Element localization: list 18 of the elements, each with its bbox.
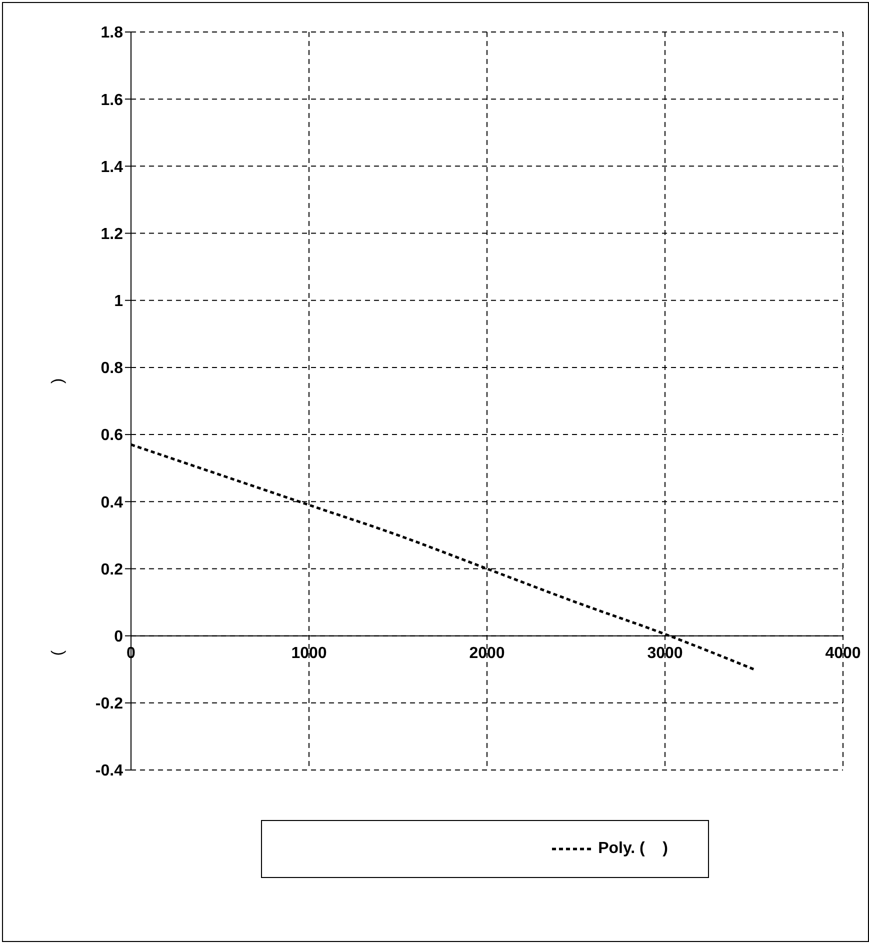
x-tick-label: 2000 (469, 644, 505, 662)
y-tick-label: 1 (114, 293, 124, 310)
x-tick-label: 1000 (291, 644, 327, 662)
legend-label: Poly. ( ) (598, 840, 668, 858)
y-tick-label: 0.8 (100, 360, 124, 378)
y-tick-label: 1.6 (100, 92, 124, 109)
y-tick-label: 0.6 (100, 427, 124, 444)
y-tick-label: 0.4 (100, 494, 124, 512)
x-tick-label: 3000 (647, 644, 683, 662)
y-tick-label: 1.4 (100, 158, 124, 176)
y-axis-title: ( ) (50, 378, 66, 656)
y-tick-label: -0.4 (95, 762, 124, 780)
y-tick-label: -0.2 (95, 696, 124, 713)
y-tick-label: 0 (114, 628, 124, 646)
y-tick-label: 1.2 (100, 226, 124, 243)
y-tick-label: 0.2 (100, 561, 124, 578)
x-tick-label: 4000 (825, 644, 861, 662)
y-tick-label: 1.8 (100, 24, 124, 42)
